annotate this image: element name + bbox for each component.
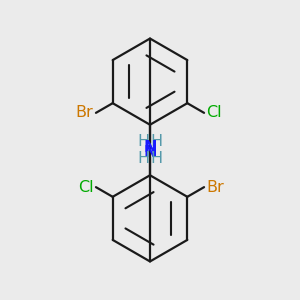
Text: Br: Br [206, 180, 224, 195]
Text: Cl: Cl [206, 105, 222, 120]
Text: Cl: Cl [78, 180, 94, 195]
Text: N: N [143, 145, 157, 160]
Text: Br: Br [76, 105, 94, 120]
Text: H: H [137, 151, 149, 166]
Text: N: N [143, 140, 157, 155]
Text: H: H [137, 134, 149, 149]
Text: H: H [151, 134, 163, 149]
Text: H: H [151, 151, 163, 166]
